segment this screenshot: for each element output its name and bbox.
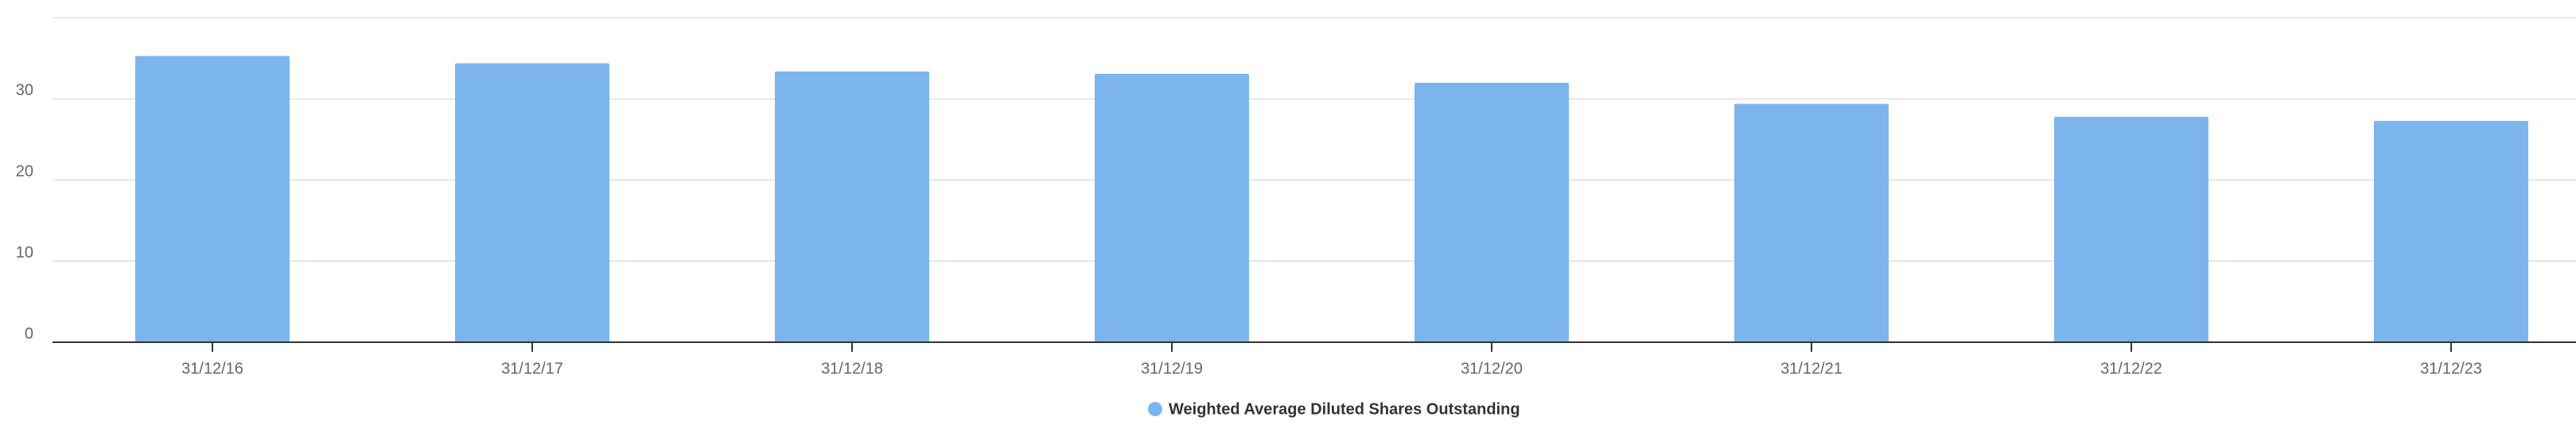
y-tick-label: 20	[16, 163, 33, 181]
y-tick-label: 0	[25, 325, 33, 342]
bar	[135, 56, 290, 342]
x-tick-label: 31/12/21	[1780, 360, 1843, 377]
x-tick-label: 31/12/19	[1141, 360, 1203, 377]
legend-text[interactable]: Weighted Average Diluted Shares Outstand…	[1169, 400, 1520, 418]
x-tick-label: 31/12/20	[1461, 360, 1523, 377]
x-tick-label: 31/12/22	[2100, 360, 2162, 377]
y-tick-label: 30	[16, 82, 33, 99]
x-tick-label: 31/12/16	[181, 360, 243, 377]
x-tick-label: 31/12/17	[501, 360, 563, 377]
legend-marker	[1148, 402, 1162, 416]
bar	[2374, 120, 2528, 342]
y-tick-label: 10	[16, 244, 33, 261]
bar	[775, 71, 929, 343]
bar	[1414, 83, 1569, 342]
bar	[455, 63, 609, 343]
bar	[1095, 73, 1249, 342]
x-tick-label: 31/12/23	[2420, 360, 2482, 377]
x-tick-label: 31/12/18	[821, 360, 883, 377]
bar	[1734, 103, 1889, 343]
bar	[2054, 116, 2208, 342]
